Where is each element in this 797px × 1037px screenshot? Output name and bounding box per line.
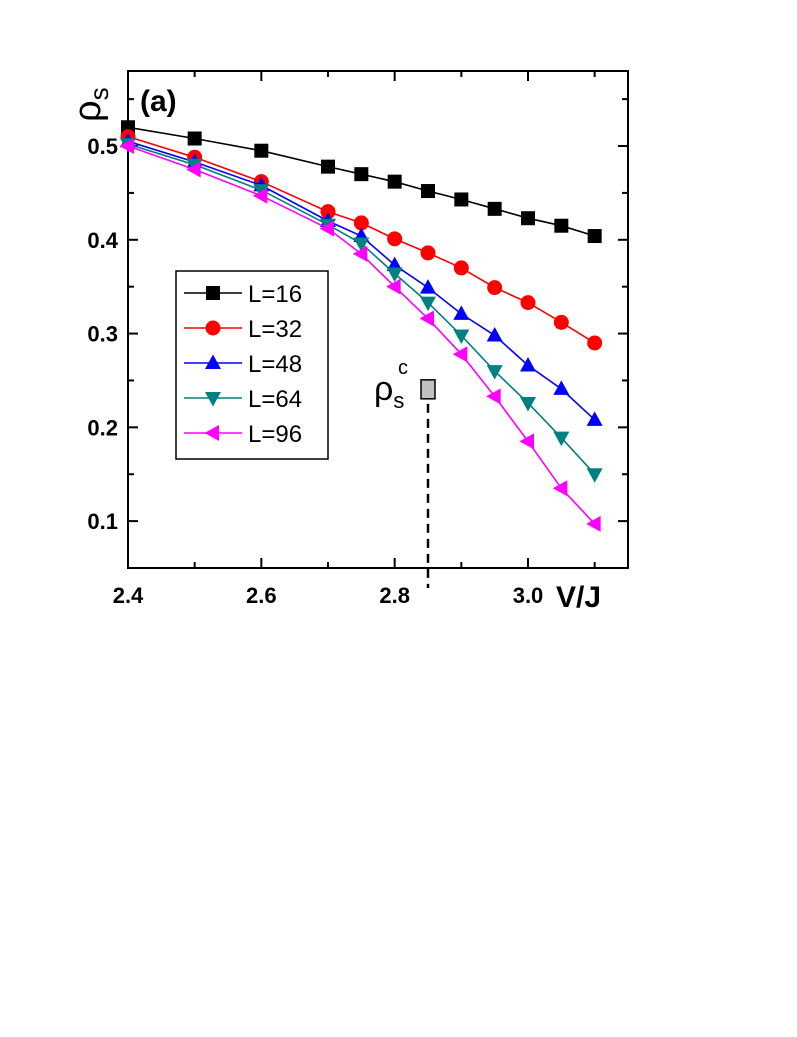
data-point (486, 326, 503, 342)
data-point (421, 184, 435, 199)
data-point (353, 215, 369, 231)
data-point (520, 396, 536, 412)
data-point (553, 314, 569, 330)
legend-label: L=48 (248, 351, 302, 378)
critical-marker (420, 379, 436, 400)
legend: L=16 L=32 L=48 L=64 L=96 (175, 270, 329, 460)
data-point (552, 480, 568, 497)
x-tick-label: 2.6 (246, 583, 277, 608)
critical-label-sup: c (398, 357, 408, 379)
data-point (252, 187, 268, 204)
data-point (454, 192, 469, 207)
data-point (521, 211, 535, 226)
data-point (452, 346, 468, 363)
y-axis-label: ρs (67, 87, 114, 122)
x-tick-label: 2.4 (113, 583, 144, 608)
legend-entry-l-32: L=32 (184, 316, 302, 343)
y-tick-label: 0.5 (87, 134, 118, 159)
data-point (519, 433, 534, 450)
y-axis-label-sub: s (84, 87, 114, 100)
data-point (386, 256, 403, 272)
y-axis-label-main: ρ (67, 100, 109, 122)
data-point (420, 296, 436, 312)
series-l-16 (121, 120, 602, 244)
data-point (187, 131, 202, 146)
data-point (254, 143, 269, 158)
y-tick-label: 0.3 (87, 322, 118, 347)
legend-label: L=96 (248, 421, 302, 448)
legend-entry-l-64: L=64 (184, 386, 302, 413)
data-point (320, 204, 336, 220)
y-tick-label: 0.1 (87, 509, 118, 534)
critical-label: ρs (374, 370, 404, 413)
data-point (586, 411, 603, 426)
data-point (554, 218, 569, 233)
data-point (387, 231, 403, 247)
legend-marker (206, 286, 220, 300)
data-point (586, 468, 603, 483)
data-point (587, 229, 602, 244)
legend-label: L=16 (248, 281, 302, 308)
data-point (487, 201, 502, 216)
legend-marker (204, 425, 219, 441)
x-tick-label: 2.8 (379, 583, 410, 608)
legend-entry-l-48: L=48 (184, 351, 302, 378)
x-axis-label: V/J (556, 581, 601, 614)
plot-frame (127, 70, 629, 569)
legend-label: L=32 (248, 316, 302, 343)
series-line (127, 145, 596, 525)
data-point (420, 279, 436, 294)
axes: 2.4 2.6 2.8 3.0 0.1 0.2 0.3 0.4 0.5 (87, 70, 629, 608)
data-point (553, 431, 570, 447)
data-point (587, 335, 603, 351)
data-point (186, 161, 201, 178)
legend-entry-l-16: L=16 (184, 281, 302, 308)
data-point (386, 267, 403, 283)
data-point (453, 260, 469, 276)
legend-marker (205, 320, 221, 336)
critical-annotation: ρsc (374, 357, 436, 588)
data-point (352, 245, 368, 262)
data-point (520, 295, 536, 311)
data-point (420, 245, 436, 261)
series-l-96 (119, 138, 601, 532)
data-point (386, 278, 401, 295)
legend-box (175, 270, 329, 460)
data-point (553, 380, 570, 395)
legend-label: L=64 (248, 386, 302, 413)
critical-label-main: ρ (374, 370, 393, 408)
x-tick-label: 3.0 (513, 583, 544, 608)
series-layer (119, 120, 603, 532)
data-point (487, 280, 503, 296)
data-point (354, 167, 369, 182)
data-point (453, 329, 470, 344)
data-point (453, 305, 470, 320)
legend-marker (205, 354, 221, 369)
data-point (486, 388, 501, 405)
series-line (127, 143, 596, 475)
data-point (387, 174, 402, 189)
data-point (321, 159, 335, 174)
data-point (353, 237, 370, 253)
legend-marker (205, 392, 221, 407)
data-point (586, 515, 601, 532)
data-point (419, 310, 434, 327)
data-point (119, 138, 134, 155)
data-point (520, 356, 536, 372)
panel-label: (a) (140, 85, 177, 118)
data-point (486, 365, 503, 380)
y-tick-label: 0.2 (87, 415, 118, 440)
y-tick-label: 0.4 (87, 228, 118, 253)
critical-label-sub: s (393, 388, 404, 413)
data-point (319, 220, 334, 237)
legend-entry-l-96: L=96 (184, 421, 302, 448)
